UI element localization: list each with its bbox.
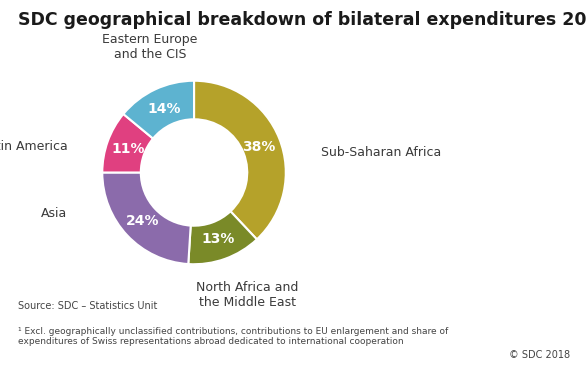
Text: Latin America: Latin America [0, 140, 68, 153]
Wedge shape [102, 172, 191, 264]
Text: © SDC 2018: © SDC 2018 [509, 350, 570, 360]
Text: SDC geographical breakdown of bilateral expenditures 2017¹: SDC geographical breakdown of bilateral … [18, 11, 588, 29]
Text: ¹ Excl. geographically unclassified contributions, contributions to EU enlargeme: ¹ Excl. geographically unclassified cont… [18, 327, 448, 346]
Text: Source: SDC – Statistics Unit: Source: SDC – Statistics Unit [18, 301, 157, 311]
Text: Sub-Saharan Africa: Sub-Saharan Africa [320, 146, 441, 159]
Text: 13%: 13% [201, 232, 235, 246]
Text: 24%: 24% [126, 214, 159, 228]
Text: Eastern Europe
and the CIS: Eastern Europe and the CIS [102, 33, 198, 61]
Text: Asia: Asia [41, 207, 68, 220]
Wedge shape [102, 114, 153, 172]
Wedge shape [123, 81, 194, 139]
Text: 14%: 14% [148, 102, 181, 116]
Wedge shape [194, 81, 286, 239]
Text: 11%: 11% [111, 142, 145, 156]
Text: North Africa and
the Middle East: North Africa and the Middle East [196, 281, 299, 309]
Wedge shape [188, 211, 257, 264]
Text: 38%: 38% [243, 140, 276, 154]
